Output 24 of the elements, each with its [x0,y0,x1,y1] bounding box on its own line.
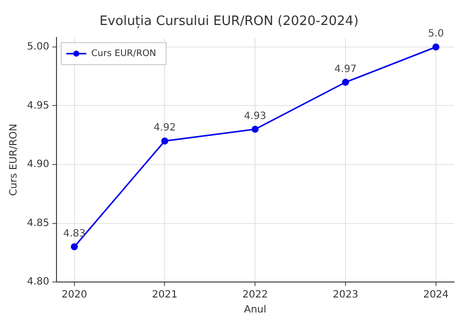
y-tick-label: 4.95 [27,100,50,112]
point [342,78,350,86]
data-label: 4.92 [154,122,176,134]
x-tick-label: 2020 [62,290,88,301]
point [70,243,78,250]
point [252,126,259,133]
x-tick-label: 2021 [152,290,178,301]
y-tick-label: 4.80 [27,276,50,288]
y-tick-label: 5.00 [27,42,50,53]
x-tick-label: 2024 [423,290,449,301]
x-tick-label: 2023 [332,290,358,301]
data-label: 4.93 [244,110,266,122]
data-label: 5.0 [428,28,444,40]
x-tick-label: 2022 [242,290,268,301]
data-label: 4.97 [334,64,357,75]
y-tick-label: 4.85 [27,218,50,229]
point [432,44,440,50]
x-axis-title: Anul [244,304,266,316]
y-tick-label: 4.90 [27,159,50,170]
data-label: 4.83 [63,228,86,240]
chart-title: Evoluția Cursului EUR/RON (2020-2024) [99,14,359,30]
legend-label: Curs EUR/RON [91,48,156,59]
point [161,138,168,144]
y-axis-title: Curs EUR/RON [8,124,20,196]
